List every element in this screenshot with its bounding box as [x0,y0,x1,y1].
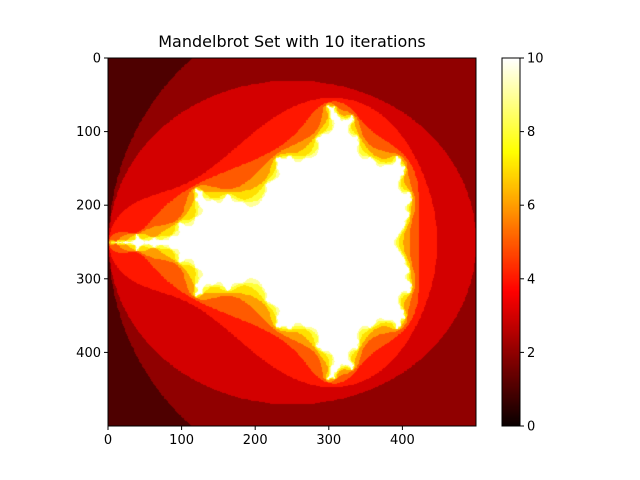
plot-frame [107,57,477,427]
colorbar-gradient [502,58,520,426]
colorbar-frame [501,57,521,427]
chart-title: Mandelbrot Set with 10 iterations [158,32,426,51]
y-tick-label: 300 [76,272,101,287]
x-tick-label: 300 [316,433,341,448]
colorbar-tick-label: 6 [527,199,535,214]
colorbar-tick-label: 8 [527,125,535,140]
x-tick-label: 100 [169,433,194,448]
x-tick-label: 200 [243,433,268,448]
colorbar-ticks: 0 2 4 6 8 10 [520,52,544,435]
colorbar-tick-label: 4 [527,272,535,287]
y-tick-label: 200 [76,199,101,214]
colorbar-tick-label: 10 [527,52,544,67]
y-tick-label: 0 [93,52,101,67]
y-tick-label: 100 [76,125,101,140]
colorbar-tick-label: 0 [527,420,535,435]
x-tick-label: 400 [390,433,415,448]
x-axis-ticks: 0 100 200 300 400 [104,426,415,448]
colorbar-tick-label: 2 [527,346,535,361]
y-tick-label: 400 [76,346,101,361]
y-axis-ticks: 0 100 200 300 400 [76,52,108,361]
mandelbrot-heatmap [108,58,476,426]
x-tick-label: 0 [104,433,112,448]
